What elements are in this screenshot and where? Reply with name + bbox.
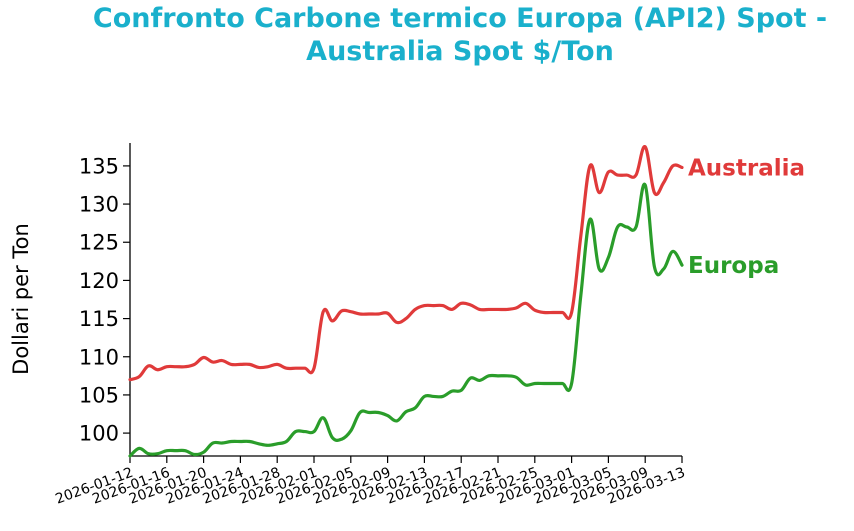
y-ticks: 100 105 110 115 120 125 130 135 [79, 154, 130, 446]
y-axis-label: Dollari per Ton [9, 223, 33, 375]
series-label-australia: Australia [688, 155, 805, 181]
axes [129, 143, 682, 457]
chart-title-line-2: Australia Spot $/Ton [306, 36, 614, 67]
series-lines [128, 145, 684, 458]
series-line-australia [128, 145, 684, 382]
y-tick-label: 125 [79, 231, 119, 255]
y-tick-label: 115 [79, 307, 119, 331]
x-ticks: 2026-01-122026-01-162026-01-202026-01-24… [53, 456, 687, 508]
series-label-europa: Europa [688, 253, 779, 279]
y-tick-label: 110 [79, 345, 119, 369]
y-tick-label: 130 [79, 193, 119, 217]
series-line-europa [128, 182, 684, 458]
y-tick-label: 120 [79, 269, 119, 293]
series-labels: Australia Europa [688, 155, 805, 279]
y-tick-label: 135 [79, 154, 119, 178]
y-tick-label: 100 [79, 422, 119, 446]
chart-title-line-1: Confronto Carbone termico Europa (API2) … [93, 3, 827, 34]
y-tick-label: 105 [79, 383, 119, 407]
